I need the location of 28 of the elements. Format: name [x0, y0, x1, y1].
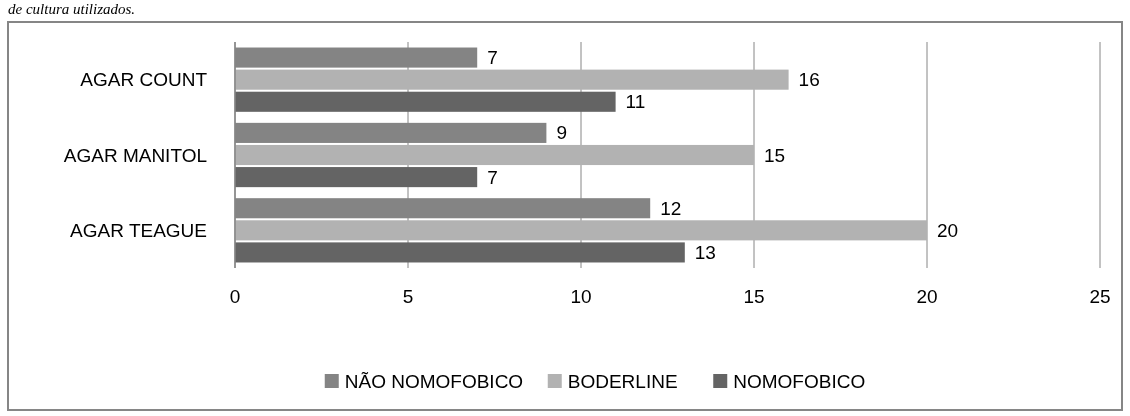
x-tick-label: 0	[229, 285, 241, 307]
bar	[235, 144, 754, 166]
bar	[235, 167, 478, 188]
y-tick-label: AGAR TEAGUE	[70, 219, 207, 241]
data-label: 7	[487, 166, 498, 188]
x-tick-label: 5	[402, 285, 414, 307]
y-tick-label: AGAR MANITOL	[63, 144, 207, 166]
bar	[235, 91, 616, 112]
y-tick-label: AGAR COUNT	[80, 69, 208, 91]
data-label: 7	[487, 47, 498, 69]
legend-label: BODERLINE	[567, 370, 678, 392]
x-tick-label: 15	[743, 285, 765, 307]
data-label: 9	[556, 122, 567, 144]
legend-label: NOMOFOBICO	[733, 370, 866, 392]
bar	[235, 242, 685, 263]
legend-label: NÃO NOMOFOBICO	[344, 370, 524, 392]
bar	[235, 69, 789, 90]
data-label: 11	[625, 91, 646, 113]
data-label: 16	[798, 69, 820, 91]
bar	[235, 220, 927, 241]
x-tick-label: 20	[916, 285, 938, 307]
data-label: 12	[660, 197, 682, 219]
text: de cultura utilizados.	[8, 1, 136, 17]
x-tick-label: 10	[570, 285, 592, 307]
data-label: 20	[937, 219, 959, 241]
data-label: 15	[764, 144, 786, 166]
data-label: 13	[694, 241, 716, 263]
x-tick-label: 25	[1089, 285, 1111, 307]
